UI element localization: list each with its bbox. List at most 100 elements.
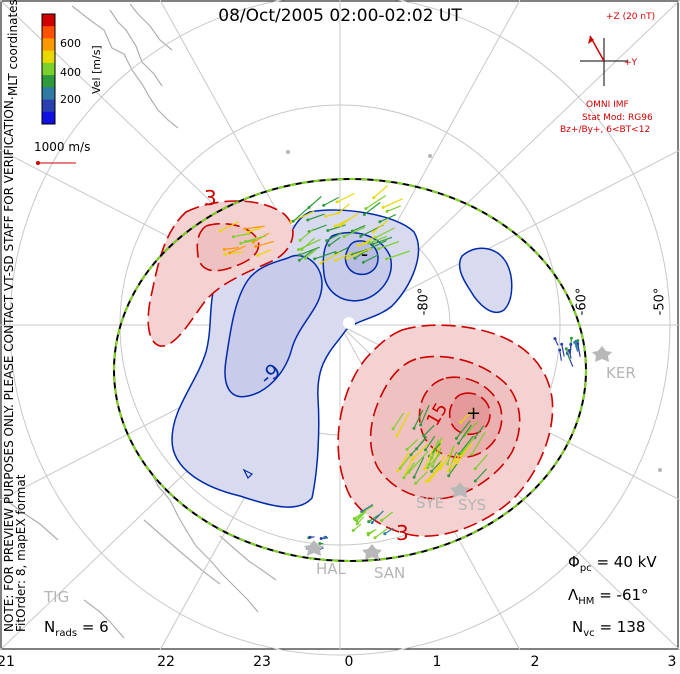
contour-label-3-lower: 3: [396, 521, 409, 545]
velocity-vector: [335, 252, 353, 261]
velocity-vector-origin: [426, 466, 430, 470]
velocity-vector: [382, 198, 403, 208]
velocity-vector-origin: [411, 458, 414, 462]
velocity-vector-origin: [345, 256, 349, 260]
colorbar-tick-200: 200: [60, 93, 81, 106]
velocity-vector-origin: [326, 229, 330, 232]
velocity-vector: [431, 448, 442, 467]
velocity-vector-origin: [291, 219, 295, 223]
velocity-vector-origin: [367, 520, 371, 524]
velocity-vector: [379, 213, 397, 223]
velocity-vector: [245, 235, 267, 243]
velocity-vector-origin: [360, 510, 364, 514]
velocity-vector-origin: [337, 211, 341, 215]
velocity-vector: [363, 202, 381, 215]
velocity-vector: [340, 212, 359, 226]
velocity-vector-origin: [228, 251, 232, 255]
colorbar-swatch: [42, 38, 55, 52]
station-sys: SYS: [458, 496, 487, 514]
velocity-vector-origin: [569, 336, 573, 340]
velocity-vector-origin: [457, 452, 461, 456]
mlt-tick-23: 23: [253, 654, 271, 670]
velocity-vector: [474, 425, 485, 439]
velocity-vector-origin: [455, 461, 459, 465]
velocity-vector: [356, 516, 365, 525]
velocity-vector: [352, 523, 362, 531]
velocity-vector: [474, 454, 488, 469]
velocity-vector: [336, 192, 355, 203]
velocity-vector-origin: [457, 441, 461, 445]
fit-order-note: FitOrder: 8, mapEX format: [14, 474, 28, 632]
velocity-vector-origin: [430, 469, 434, 473]
velocity-vector: [343, 226, 366, 238]
velocity-vector: [354, 512, 366, 521]
lambda-subscript: HM: [578, 596, 595, 607]
velocity-vector-origin: [350, 229, 354, 233]
velocity-vector: [471, 431, 486, 455]
velocity-vector: [396, 411, 410, 437]
velocity-vector-origin: [430, 456, 434, 460]
velocity-vector: [240, 239, 257, 244]
velocity-vector: [427, 452, 442, 469]
phi-subscript: pc: [579, 563, 592, 574]
coastlines: [5, 3, 277, 639]
velocity-vector: [413, 456, 425, 478]
velocity-vector: [224, 247, 239, 250]
velocity-vector: [461, 436, 476, 454]
velocity-vector: [247, 226, 262, 233]
velocity-vector: [577, 343, 581, 357]
velocity-vector-origin: [335, 200, 339, 204]
velocity-vector: [225, 251, 244, 255]
colorbar-tick-600: 600: [60, 37, 81, 50]
velocity-vector-origin: [298, 253, 301, 257]
velocity-vector: [220, 221, 240, 232]
velocity-vector-origin: [231, 235, 235, 239]
velocity-vector: [403, 462, 415, 479]
imf-model-line1: Stat Mod: RG96: [582, 113, 653, 123]
velocity-vector: [420, 404, 430, 426]
velocity-vector: [229, 245, 246, 254]
velocity-vector: [378, 240, 400, 250]
velocity-vector: [298, 249, 314, 261]
velocity-vector-origin: [243, 227, 247, 231]
velocity-vector-origin: [342, 235, 346, 239]
velocity-colorbar: [42, 14, 55, 125]
velocity-vector: [458, 424, 472, 444]
colorbar-swatch: [42, 62, 55, 76]
velocity-vector-origin: [353, 518, 357, 522]
velocity-vector: [299, 246, 320, 256]
velocity-vector-origin: [356, 243, 360, 247]
velocity-vector: [463, 420, 479, 437]
velocity-vector-origin: [325, 239, 329, 243]
velocity-vector-origin: [398, 466, 402, 470]
positive-potential-cell: [147, 200, 554, 537]
velocity-vector-origin: [361, 260, 365, 264]
scale-vector: [36, 161, 76, 165]
velocity-vector-origin: [419, 423, 423, 427]
velocity-vector-origin: [353, 256, 357, 260]
velocity-vector-origin: [435, 468, 438, 472]
negative-potential-cell: [171, 209, 513, 508]
nrads-value: = 6: [81, 618, 109, 636]
velocity-vector-origin: [470, 452, 474, 456]
imf-model-title: OMNI IMF: [586, 100, 629, 110]
velocity-vector: [561, 344, 565, 357]
coast-islands: [286, 150, 662, 472]
velocity-vector: [425, 462, 445, 482]
velocity-vector: [559, 349, 562, 361]
station-ker: KER: [606, 364, 636, 382]
velocity-vector: [447, 453, 458, 472]
velocity-vector: [386, 205, 401, 212]
velocity-vector: [424, 446, 435, 470]
velocity-vector: [435, 455, 446, 471]
velocity-vector: [392, 412, 405, 430]
lambda-symbol: Λ: [568, 586, 579, 604]
colorbar-swatch: [42, 87, 55, 101]
colorbar-frame: [41, 13, 56, 125]
nrads-symbol: N: [44, 618, 56, 636]
velocity-vector-origin: [327, 243, 331, 247]
velocity-vector-origin: [409, 453, 413, 457]
velocity-vector-origin: [362, 242, 366, 246]
velocity-vector-origin: [323, 536, 326, 540]
contour-label-3-upper: 3: [204, 186, 217, 210]
